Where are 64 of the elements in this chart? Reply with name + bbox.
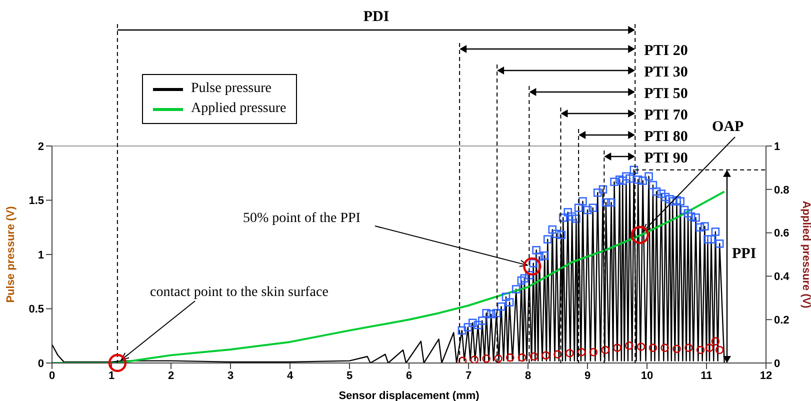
text: PTI 80	[644, 129, 688, 145]
x-tick-label: 4	[286, 370, 294, 382]
x-tick-label: 3	[227, 370, 234, 382]
point	[470, 356, 479, 363]
x-tick-label: 9	[584, 370, 591, 382]
y2-tick-label: 0.8	[774, 184, 790, 196]
point	[589, 348, 598, 356]
annotation: contact point to the skin surface	[150, 285, 328, 300]
point	[577, 348, 586, 356]
x-tick-label: 6	[406, 370, 412, 382]
text: PTI 20	[644, 43, 688, 59]
point	[696, 346, 705, 354]
x-tick-label: 12	[760, 370, 772, 382]
x-tick-label: 8	[524, 370, 532, 382]
annotation: PPI	[732, 246, 756, 262]
annotation: 50% point of the PPI	[243, 211, 361, 226]
point	[506, 353, 514, 362]
point	[613, 344, 622, 352]
text: PTI 30	[644, 64, 688, 80]
point	[554, 350, 562, 358]
x-tick-label: 1	[108, 370, 115, 382]
text: PTI 50	[644, 86, 688, 102]
text: PTI 70	[644, 108, 688, 124]
point	[494, 354, 502, 363]
point	[542, 351, 550, 360]
y-axis-title: Pulse pressure (V)	[4, 206, 17, 303]
annotation: OAP	[712, 119, 744, 135]
point	[625, 341, 634, 350]
point	[518, 353, 526, 362]
y2-tick-label: 0	[774, 358, 780, 370]
point	[566, 349, 574, 358]
point	[530, 352, 538, 361]
point	[672, 344, 681, 354]
legend-label: Applied pressure	[191, 101, 286, 117]
x-tick-label: 10	[640, 370, 654, 382]
y2-axis-title: Applied pressure (V)	[800, 200, 811, 309]
x-tick-label: 2	[168, 370, 174, 382]
y2-tick-label: 1	[774, 140, 780, 153]
x-tick-label: 7	[465, 370, 472, 382]
y-tick-label: 1.5	[28, 195, 44, 208]
y2-tick-label: 0.4	[774, 271, 790, 284]
annotation: PTI 90	[644, 150, 688, 166]
point	[660, 344, 669, 352]
point	[711, 337, 720, 346]
y-tick-label: 0.5	[28, 304, 44, 316]
y-tick-label: 2	[38, 140, 44, 153]
y2-tick-label: 0.6	[774, 228, 790, 240]
y2-tick-label: 0.2	[774, 314, 790, 327]
point	[684, 344, 693, 352]
point	[482, 354, 490, 363]
legend-label: Pulse pressure	[191, 81, 272, 97]
x-tick-label: 0	[48, 370, 56, 382]
text: PDI	[363, 9, 390, 25]
y-tick-label: 0	[38, 358, 44, 370]
y-tick-label: 1	[38, 249, 44, 262]
point	[636, 342, 646, 351]
x-axis-title: Sensor displacement (mm)	[338, 390, 480, 401]
point	[715, 346, 724, 354]
x-tick-label: 5	[346, 370, 353, 382]
point	[458, 356, 467, 363]
x-tick-label: 11	[700, 370, 712, 382]
point	[601, 346, 610, 354]
point	[705, 344, 714, 352]
point	[648, 344, 658, 352]
